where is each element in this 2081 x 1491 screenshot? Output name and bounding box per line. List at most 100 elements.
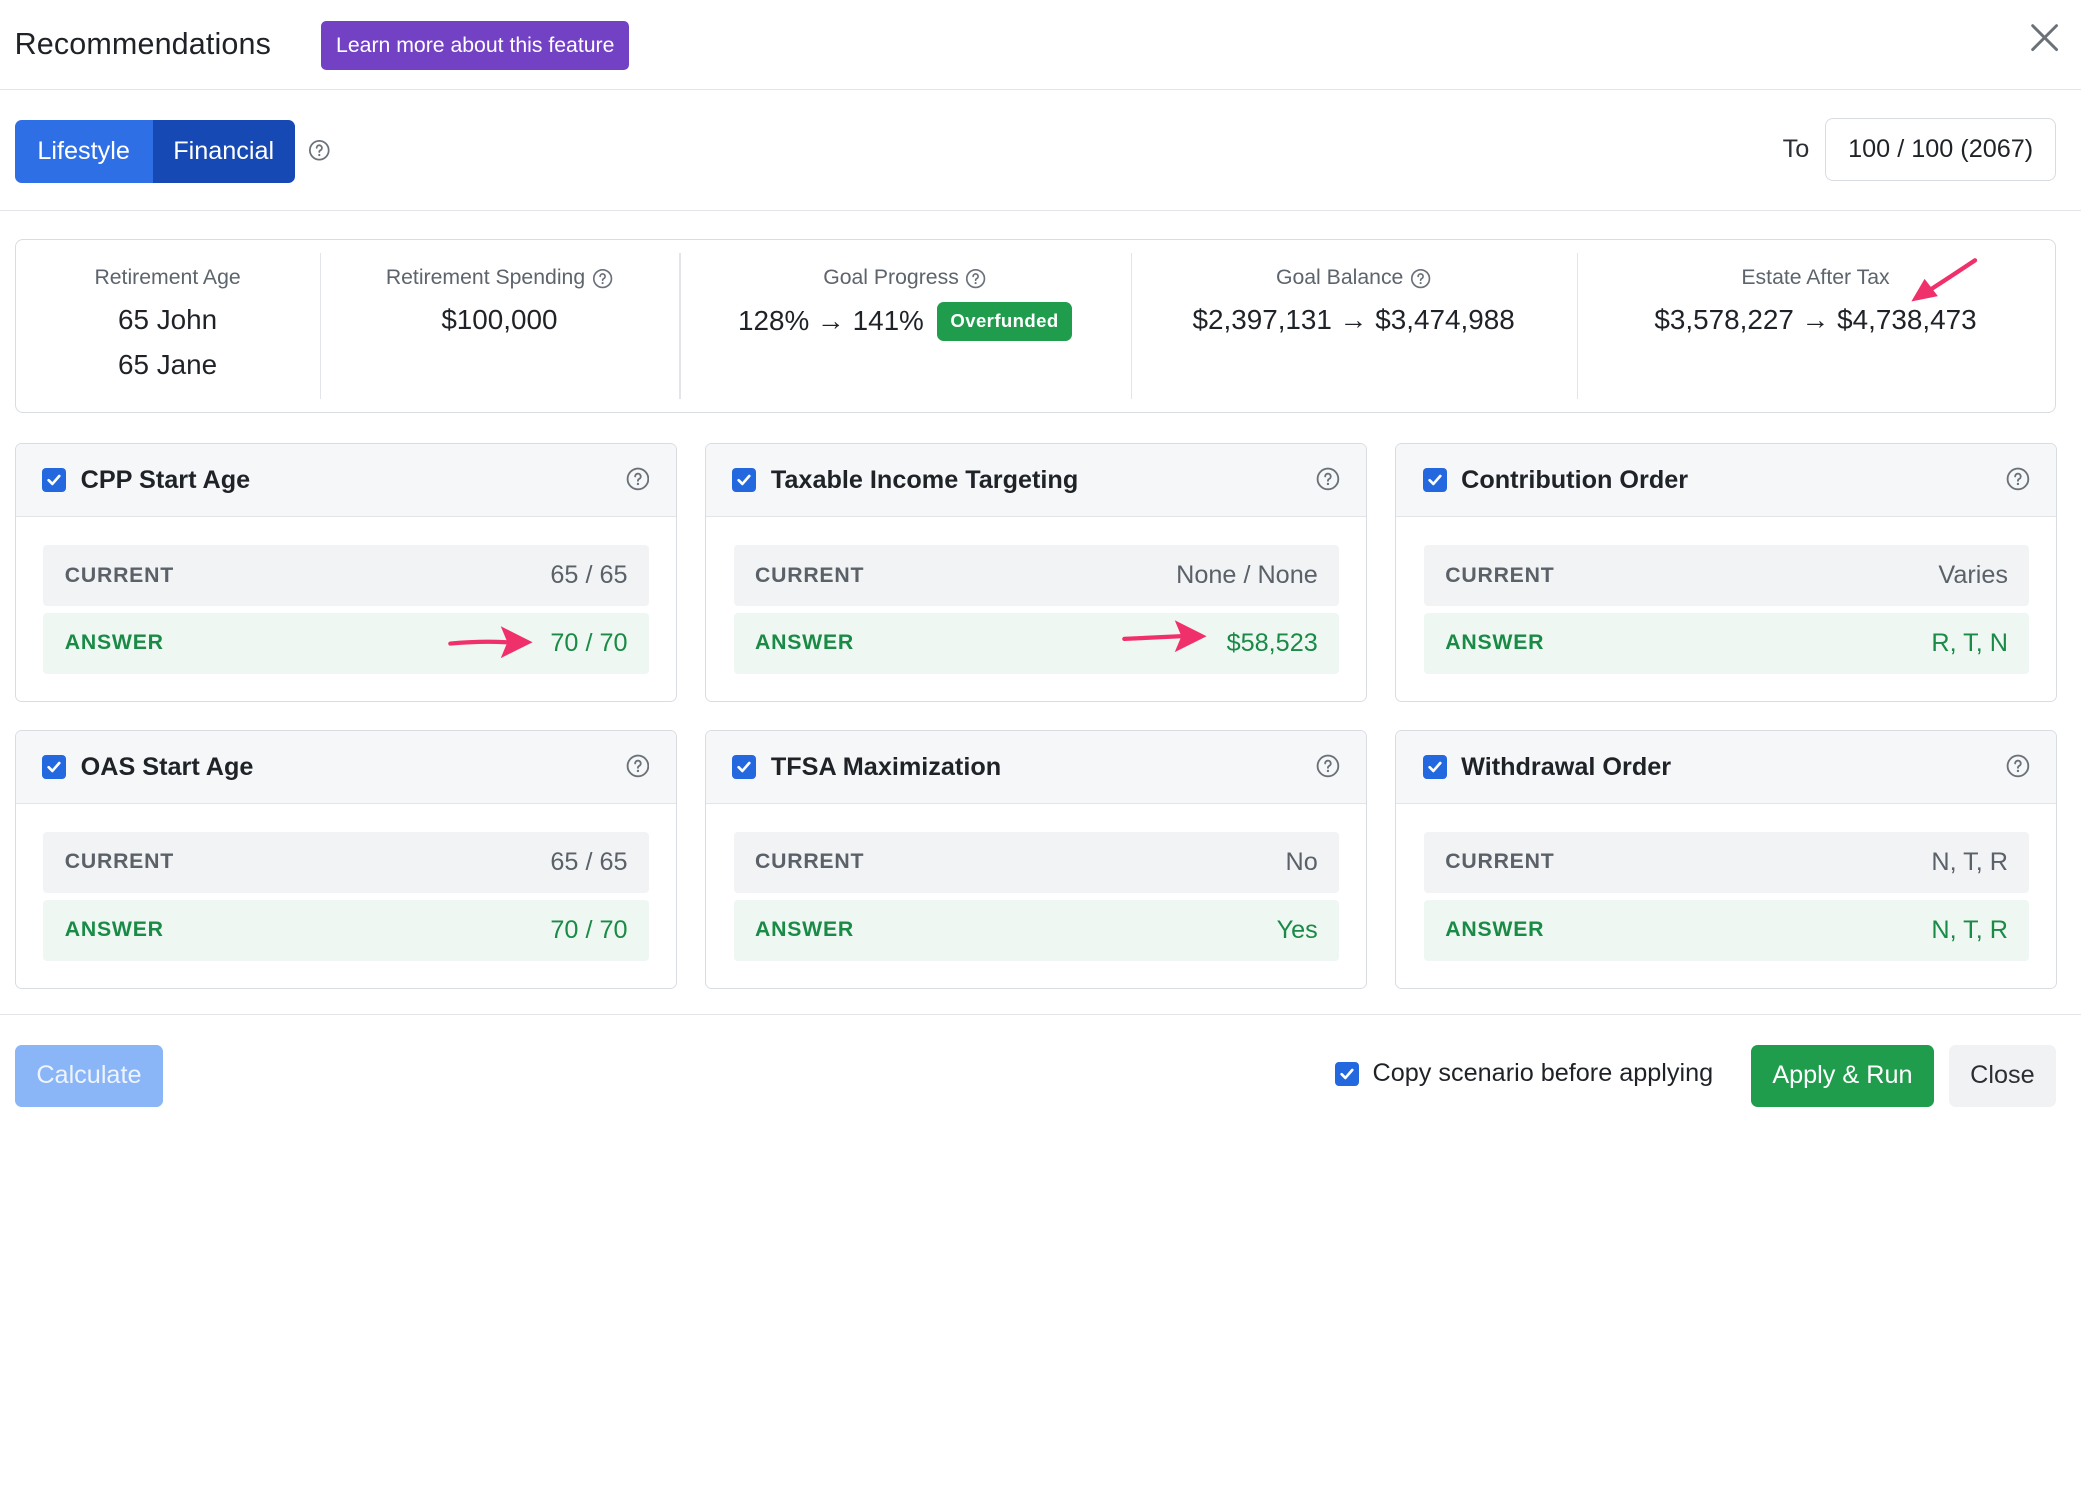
summary-label: Retirement Age (94, 266, 241, 290)
summary-label: Estate After Tax (1741, 266, 1890, 290)
recommendation-card: Withdrawal Order CURRENT N, T, R ANSWER N, T… (1395, 730, 2058, 989)
help-icon[interactable] (626, 754, 650, 784)
help-icon[interactable] (1316, 754, 1340, 784)
current-label: CURRENT (754, 563, 865, 587)
answer-value: N, T, R (1931, 915, 2009, 944)
checkbox-checked-icon[interactable] (42, 755, 67, 779)
summary-label: Goal Progress (823, 266, 986, 290)
current-row: CURRENT N, T, R (1423, 831, 2030, 893)
current-label: CURRENT (1445, 850, 1555, 874)
card-header: Taxable Income Targeting (705, 444, 1367, 518)
card-header: Contribution Order (1396, 444, 2057, 518)
current-row: CURRENT 65 / 65 (43, 831, 649, 893)
summary-goal-progress: Goal Progress 128% → 141% Overfunded (679, 240, 1130, 412)
summary-label: Retirement Spending (386, 266, 613, 290)
current-row: CURRENT None / None (733, 545, 1339, 607)
answer-label: ANSWER (64, 918, 164, 942)
recommendation-card: Taxable Income Targeting CURRENT None / No… (704, 443, 1368, 703)
current-label: CURRENT (754, 850, 865, 874)
answer-value: 70 / 70 (550, 628, 628, 657)
checkbox-checked-icon[interactable] (732, 755, 757, 779)
card-header: TFSA Maximization (705, 731, 1367, 805)
recommendation-card: TFSA Maximization CURRENT No ANSWER Yes (704, 730, 1368, 989)
to-target-group: To 100 / 100 (2067) (1782, 118, 2057, 181)
card-title: Contribution Order (1461, 465, 1689, 494)
current-label: CURRENT (64, 850, 175, 874)
help-icon[interactable] (1410, 268, 1431, 289)
answer-row: ANSWER N, T, R (1423, 899, 2030, 961)
help-icon[interactable] (626, 467, 650, 497)
learn-more-button[interactable]: Learn more about this feature (321, 21, 630, 71)
current-value: 65 / 65 (550, 561, 628, 590)
summary-goal-balance: Goal Balance $2,397,131 → $3,474,988 (1130, 240, 1577, 412)
answer-value: $58,523 (1226, 628, 1318, 657)
status-badge: Overfunded (937, 302, 1072, 341)
card-title: TFSA Maximization (770, 752, 1002, 781)
tab-financial[interactable]: Financial (152, 120, 295, 183)
card-header: CPP Start Age (15, 444, 676, 518)
current-row: CURRENT No (733, 831, 1339, 893)
recommendation-card: Contribution Order CURRENT Varies ANSWER R, … (1395, 443, 2058, 703)
mode-toggle-row: Lifestyle Financial To 100 / 100 (2067) (0, 90, 2081, 212)
copy-scenario-label: Copy scenario before applying (1372, 1059, 1714, 1088)
checkbox-checked-icon[interactable] (1335, 1061, 1360, 1086)
summary-retirement-age: Retirement Age 65 John 65 Jane (16, 240, 320, 412)
answer-row: ANSWER 70 / 70 (43, 899, 649, 961)
goal-progress-value: 128% → 141% Overfunded (679, 302, 1130, 343)
retirement-age-jane: 65 Jane (118, 349, 218, 381)
apply-and-run-button[interactable]: Apply & Run (1750, 1044, 1934, 1108)
to-target-select[interactable]: 100 / 100 (2067) (1825, 118, 2057, 181)
to-label: To (1782, 134, 1810, 163)
calculate-button[interactable]: Calculate (14, 1044, 164, 1108)
help-icon[interactable] (1316, 467, 1340, 497)
answer-label: ANSWER (754, 631, 855, 655)
answer-value: 70 / 70 (550, 915, 628, 944)
help-icon[interactable] (2006, 467, 2030, 497)
recommendations-dialog: Recommendations Learn more about this fe… (0, 0, 2081, 1108)
current-row: CURRENT 65 / 65 (43, 545, 649, 607)
checkbox-checked-icon[interactable] (42, 468, 67, 493)
answer-value: R, T, N (1931, 628, 2009, 657)
answer-row: ANSWER $58,523 (733, 612, 1339, 674)
retirement-spending-value: $100,000 (441, 304, 558, 336)
checkbox-checked-icon[interactable] (1422, 468, 1447, 493)
annotation-arrow-icon (1911, 258, 1978, 302)
retirement-age-john: 65 John (118, 304, 218, 336)
summary-retirement-spending: Retirement Spending $100,000 (319, 240, 680, 412)
checkbox-checked-icon[interactable] (732, 468, 757, 493)
close-icon[interactable] (2028, 21, 2060, 53)
dialog-header: Recommendations Learn more about this fe… (0, 0, 2081, 91)
help-icon[interactable] (965, 268, 986, 289)
annotation-arrow-icon (1122, 619, 1207, 652)
tab-lifestyle[interactable]: Lifestyle (14, 120, 153, 183)
dialog-title: Recommendations (14, 27, 272, 62)
help-icon[interactable] (308, 139, 331, 162)
checkbox-checked-icon[interactable] (1422, 755, 1447, 779)
summary-estate-after-tax: Estate After Tax $3,578,227 → $4,738,473 (1576, 240, 2055, 412)
card-title: Withdrawal Order (1461, 752, 1672, 781)
close-button[interactable]: Close (1948, 1044, 2057, 1108)
current-label: CURRENT (64, 563, 175, 587)
copy-scenario-option[interactable]: Copy scenario before applying (1335, 1059, 1713, 1088)
answer-label: ANSWER (754, 918, 855, 942)
recommendation-card: CPP Start Age CURRENT 65 / 65 ANSWER 70 / 70 (14, 443, 677, 703)
answer-value: Yes (1276, 915, 1318, 944)
help-icon[interactable] (592, 268, 613, 289)
current-value: None / None (1176, 561, 1318, 590)
current-row: CURRENT Varies (1423, 545, 2030, 607)
answer-label: ANSWER (1445, 918, 1545, 942)
recommendation-card: OAS Start Age CURRENT 65 / 65 ANSWER 70 / 70 (14, 730, 677, 989)
estate-after-tax-value: $3,578,227 → $4,738,473 (1654, 304, 1977, 336)
help-icon[interactable] (2006, 754, 2030, 784)
card-title: OAS Start Age (80, 752, 254, 781)
answer-label: ANSWER (1445, 631, 1545, 655)
current-value: No (1285, 847, 1318, 876)
current-value: N, T, R (1931, 847, 2009, 876)
current-label: CURRENT (1445, 563, 1555, 587)
card-title: Taxable Income Targeting (770, 465, 1079, 494)
answer-row: ANSWER Yes (733, 899, 1339, 961)
answer-row: ANSWER 70 / 70 (43, 612, 649, 674)
goal-balance-value: $2,397,131 → $3,474,988 (1192, 304, 1515, 336)
card-header: Withdrawal Order (1396, 731, 2057, 805)
answer-row: ANSWER R, T, N (1423, 612, 2030, 674)
